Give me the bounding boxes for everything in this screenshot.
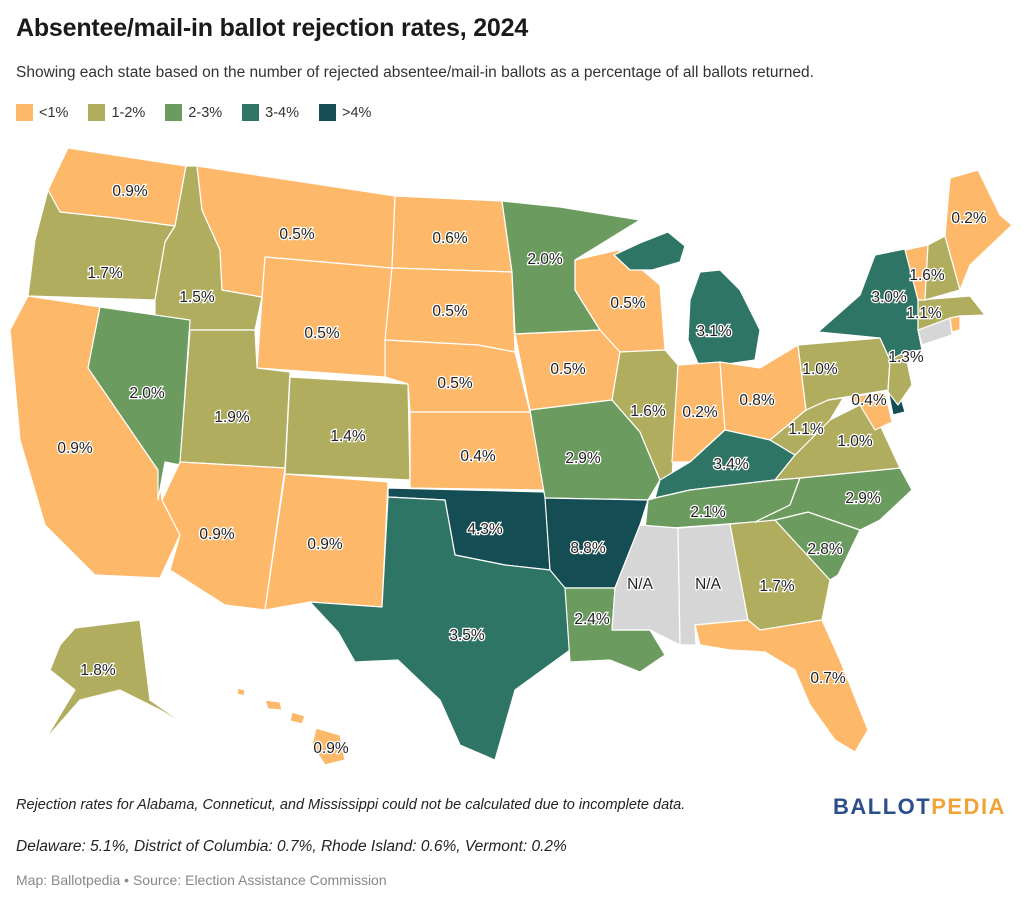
- legend-swatch: [319, 104, 337, 121]
- state-label-ca: 0.9%: [57, 440, 93, 457]
- legend-item-gt4: >4%: [319, 104, 371, 121]
- legend-label: >4%: [342, 104, 372, 121]
- state-label-wy: 0.5%: [304, 325, 340, 342]
- state-label-id: 1.5%: [179, 289, 215, 306]
- state-label-ok: 4.3%: [467, 521, 503, 538]
- state-label-tx: 3.5%: [449, 627, 485, 644]
- state-label-sd: 0.5%: [432, 303, 468, 320]
- legend-item-2-3: 2-3%: [165, 104, 222, 121]
- state-label-md: 0.4%: [851, 392, 887, 409]
- state-label-oh: 0.8%: [739, 392, 775, 409]
- state-label-mn: 2.0%: [527, 251, 563, 268]
- state-maine[interactable]: [944, 169, 1013, 291]
- legend-item-3-4: 3-4%: [242, 104, 299, 121]
- state-label-ma: 1.1%: [906, 305, 942, 322]
- ballotpedia-logo: BALLOTPEDIA: [833, 794, 1006, 820]
- legend-swatch: [242, 104, 260, 121]
- state-label-nj: 1.3%: [888, 349, 924, 366]
- state-label-ar: 8.8%: [570, 540, 606, 557]
- state-label-co: 1.4%: [330, 428, 366, 445]
- state-alaska[interactable]: [44, 619, 201, 741]
- chart-subtitle: Showing each state based on the number o…: [16, 64, 814, 81]
- legend-item-lt1: <1%: [16, 104, 68, 121]
- state-label-az: 0.9%: [199, 526, 235, 543]
- state-label-ut: 1.9%: [214, 409, 250, 426]
- state-label-ak: 1.8%: [80, 662, 116, 679]
- state-label-nm: 0.9%: [307, 536, 343, 553]
- legend-swatch: [16, 104, 33, 121]
- legend-label: 1-2%: [111, 104, 146, 121]
- state-label-nc: 2.9%: [845, 490, 881, 507]
- state-label-tn: 2.1%: [690, 504, 726, 521]
- state-label-ny: 3.0%: [871, 289, 907, 306]
- legend-item-1-2: 1-2%: [88, 104, 145, 121]
- state-massachusetts[interactable]: [917, 295, 986, 331]
- chart-title: Absentee/mail-in ballot rejection rates,…: [16, 14, 529, 42]
- legend-swatch: [88, 104, 106, 121]
- legend-label: 3-4%: [265, 104, 300, 121]
- state-label-in: 0.2%: [682, 404, 718, 421]
- state-label-mt: 0.5%: [279, 226, 315, 243]
- logo-part2: PEDIA: [931, 794, 1006, 819]
- state-florida[interactable]: [694, 619, 869, 753]
- legend-label: <1%: [39, 104, 69, 121]
- state-label-or: 1.7%: [87, 265, 123, 282]
- state-label-nd: 0.6%: [432, 230, 468, 247]
- state-label-ks: 0.4%: [460, 448, 496, 465]
- small-states-note: Delaware: 5.1%, District of Columbia: 0.…: [16, 838, 567, 855]
- state-label-il: 1.6%: [630, 403, 666, 420]
- state-north-carolina[interactable]: [754, 467, 913, 531]
- state-label-ia: 0.5%: [550, 361, 586, 378]
- state-label-fl: 0.7%: [810, 670, 846, 687]
- state-label-wi: 0.5%: [610, 295, 646, 312]
- state-label-nh: 1.6%: [909, 267, 945, 284]
- state-label-nv: 2.0%: [129, 385, 165, 402]
- state-hawaii[interactable]: [236, 687, 346, 766]
- state-label-ky: 3.4%: [713, 456, 749, 473]
- state-label-hi: 0.9%: [313, 740, 349, 757]
- logo-part1: BALLOT: [833, 794, 932, 819]
- state-label-me: 0.2%: [951, 210, 987, 227]
- state-michigan[interactable]: [613, 231, 761, 369]
- source-credit: Map: Ballotpedia • Source: Election Assi…: [16, 872, 387, 888]
- us-state-map: 0.9% 1.7% 0.9% 1.5% 2.0% 0.5% 0.5% 1.9% 0.9% 1.4%…: [9, 147, 1013, 766]
- state-label-va: 1.0%: [837, 433, 873, 450]
- state-rhode-island[interactable]: [949, 315, 961, 333]
- na-note: Rejection rates for Alabama, Conneticut,…: [16, 797, 686, 813]
- legend: <1% 1-2% 2-3% 3-4% >4%: [16, 104, 371, 121]
- state-label-sc: 2.8%: [807, 541, 843, 558]
- state-label-ms: N/A: [627, 576, 654, 593]
- state-label-mo: 2.9%: [565, 450, 601, 467]
- state-label-wa: 0.9%: [112, 183, 148, 200]
- legend-swatch: [165, 104, 183, 121]
- state-label-ga: 1.7%: [759, 578, 795, 595]
- state-label-pa: 1.0%: [802, 361, 838, 378]
- state-label-la: 2.4%: [574, 611, 610, 628]
- state-label-al: N/A: [695, 576, 722, 593]
- state-arizona[interactable]: [161, 461, 286, 611]
- state-wyoming[interactable]: [256, 256, 393, 378]
- state-label-ne: 0.5%: [437, 375, 473, 392]
- legend-label: 2-3%: [188, 104, 223, 121]
- state-label-wv: 1.1%: [788, 421, 824, 438]
- state-label-mi: 3.1%: [696, 323, 732, 340]
